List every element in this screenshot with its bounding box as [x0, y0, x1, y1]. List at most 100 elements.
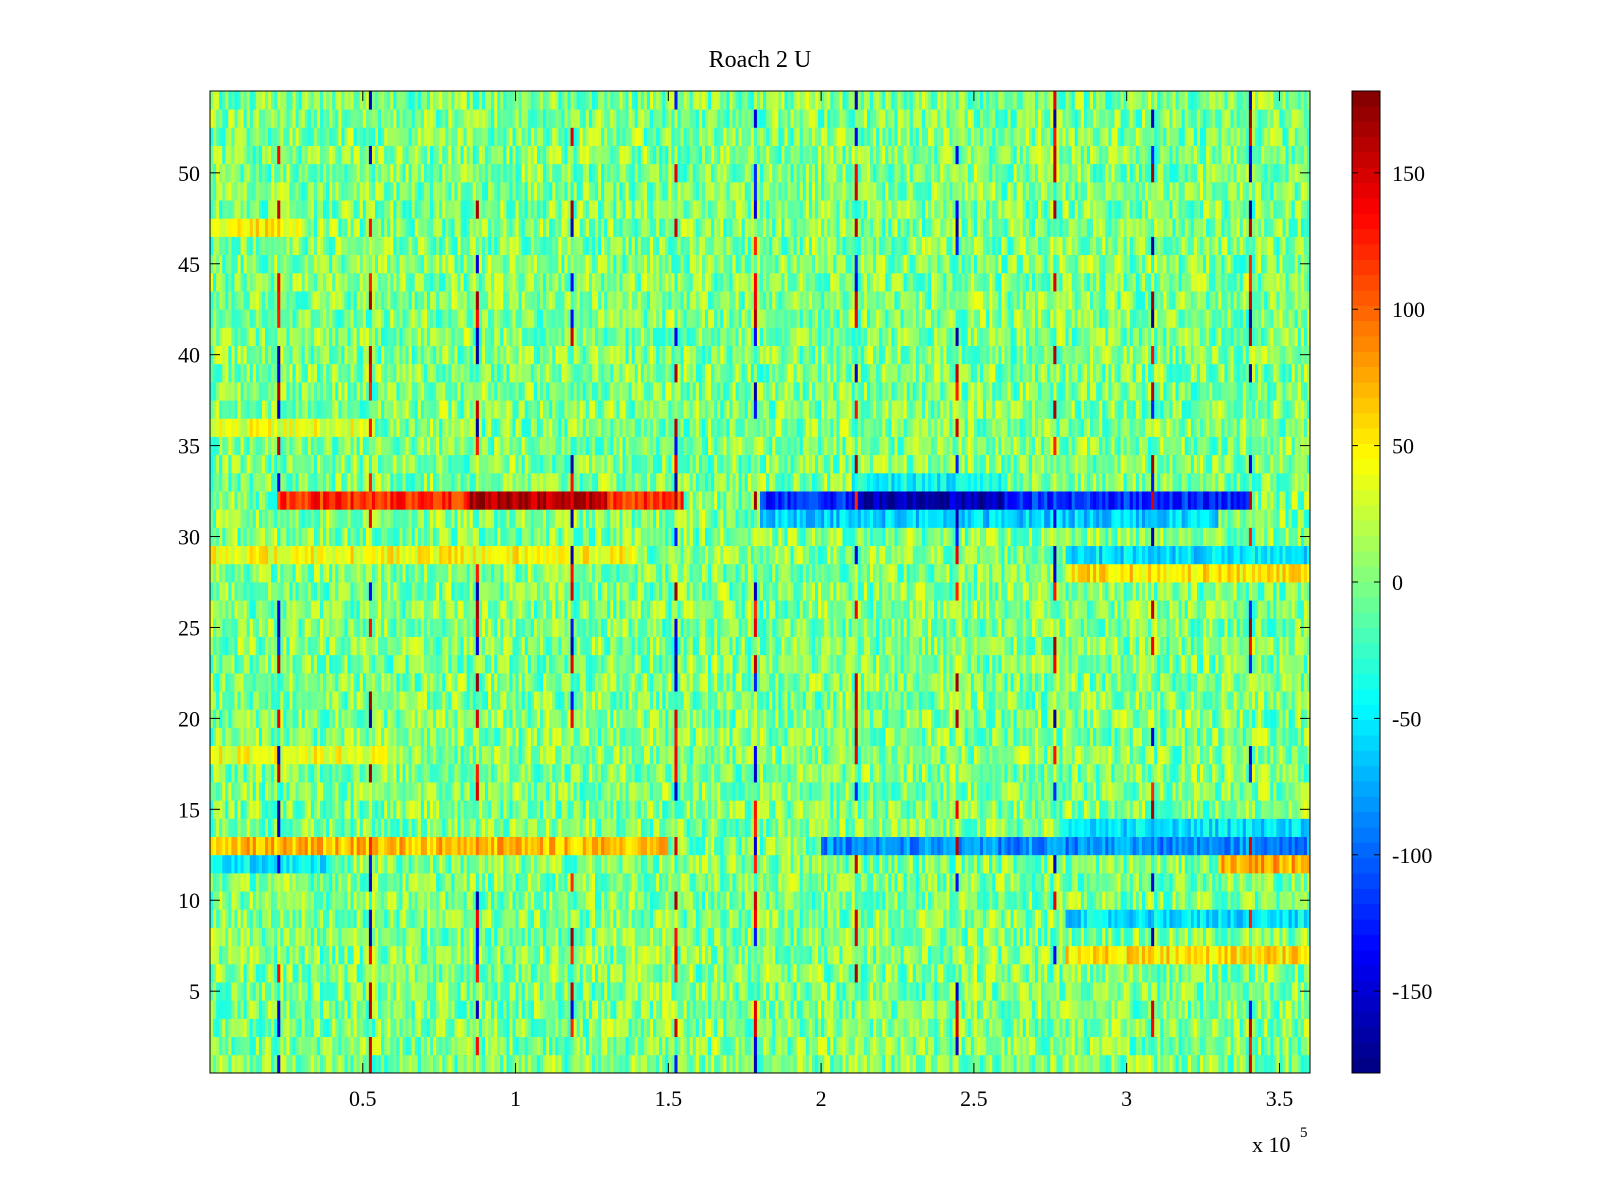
heatmap-cell — [735, 945, 740, 965]
heatmap-cell — [772, 872, 776, 892]
heatmap-cell — [915, 891, 920, 910]
heatmap-cell — [481, 854, 486, 874]
heatmap-cell — [750, 982, 755, 1001]
heatmap-cell — [698, 854, 703, 874]
heatmap-cell — [1080, 945, 1085, 965]
heatmap-cell — [778, 1036, 782, 1056]
heatmap-cell — [1261, 836, 1265, 856]
heatmap-cell — [796, 891, 801, 910]
heatmap-cell — [659, 891, 663, 910]
heatmap-cell — [378, 945, 382, 965]
heatmap-cell — [601, 1054, 605, 1074]
heatmap-cell — [439, 927, 443, 947]
heatmap-cell — [326, 982, 330, 1001]
heatmap-cell — [1273, 836, 1277, 856]
heatmap-cell — [1172, 909, 1176, 928]
heatmap-cell — [1169, 963, 1173, 983]
heatmap-cell — [1200, 872, 1204, 892]
heatmap-cell — [619, 1036, 623, 1056]
heatmap-cell — [423, 854, 428, 874]
heatmap-cell — [1270, 927, 1274, 947]
heatmap-cell — [912, 836, 917, 856]
heatmap-cell — [680, 818, 685, 837]
heatmap-cell — [1010, 909, 1015, 928]
heatmap-cell — [469, 963, 474, 983]
heatmap-cell — [228, 1036, 232, 1056]
heatmap-cell — [350, 891, 355, 910]
heatmap-cell — [567, 927, 571, 947]
heatmap-cell — [347, 963, 351, 983]
heatmap-cell — [255, 836, 260, 856]
heatmap-cell — [362, 1018, 367, 1038]
heatmap-cell — [1276, 982, 1280, 1001]
heatmap-cell — [1154, 963, 1158, 983]
heatmap-cell — [1074, 854, 1079, 874]
heatmap-cell — [1001, 818, 1005, 837]
heatmap-cell — [371, 818, 376, 837]
heatmap-cell — [353, 891, 358, 910]
heatmap-cell — [1306, 909, 1311, 928]
heatmap-cell — [463, 963, 468, 983]
heatmap-cell — [995, 1036, 999, 1056]
heatmap-cell — [891, 963, 895, 983]
heatmap-cell — [662, 1000, 666, 1019]
heatmap-cell — [1148, 836, 1152, 856]
heatmap-cell — [469, 945, 474, 965]
heatmap-cell — [992, 1036, 996, 1056]
heatmap-cell — [1160, 945, 1164, 965]
heatmap-cell — [371, 891, 376, 910]
heatmap-cell — [567, 1036, 571, 1056]
heatmap-cell — [1193, 836, 1198, 856]
heatmap-cell — [1285, 1000, 1290, 1019]
heatmap-cell — [607, 1036, 611, 1056]
heatmap-cell — [509, 945, 513, 965]
heatmap-cell — [918, 1054, 923, 1074]
heatmap-cell — [665, 854, 669, 874]
heatmap-cell — [598, 982, 602, 1001]
heatmap-cell — [741, 945, 746, 965]
heatmap-cell — [790, 982, 795, 1001]
heatmap-cell — [359, 1018, 364, 1038]
heatmap-cell — [601, 872, 605, 892]
heatmap-cell — [402, 927, 406, 947]
heatmap-cell — [766, 1018, 770, 1038]
heatmap-cell — [1074, 982, 1079, 1001]
heatmap-cell — [1221, 891, 1225, 910]
heatmap-cell — [650, 909, 654, 928]
heatmap-cell — [454, 854, 458, 874]
heatmap-cell — [268, 909, 272, 928]
heatmap-cell — [653, 854, 657, 874]
heatmap-cell — [280, 963, 284, 983]
heatmap-cell — [821, 1054, 825, 1074]
heatmap-cell — [753, 872, 758, 892]
heatmap-cell — [344, 836, 348, 856]
heatmap-cell — [1279, 927, 1283, 947]
heatmap-cell — [1230, 963, 1235, 983]
heatmap-cell — [925, 1054, 929, 1074]
heatmap-cell — [454, 982, 458, 1001]
heatmap-cell — [732, 1000, 736, 1019]
heatmap-cell — [555, 836, 559, 856]
heatmap-cell — [1135, 854, 1140, 874]
heatmap-cell — [472, 872, 477, 892]
heatmap-cell — [335, 945, 339, 965]
heatmap-cell — [451, 982, 455, 1001]
heatmap-cell — [796, 1054, 801, 1074]
heatmap-cell — [918, 945, 923, 965]
heatmap-cell — [234, 891, 238, 910]
heatmap-cell — [1114, 872, 1118, 892]
heatmap-cell — [625, 836, 630, 856]
heatmap-cell — [1175, 836, 1180, 856]
heatmap-cell — [552, 963, 556, 983]
heatmap-cell — [261, 854, 266, 874]
heatmap-cell — [478, 1000, 483, 1019]
heatmap-cell — [564, 909, 568, 928]
heatmap-cell — [219, 927, 223, 947]
heatmap-cell — [1047, 963, 1051, 983]
heatmap-cell — [420, 854, 425, 874]
heatmap-cell — [918, 1036, 923, 1056]
heatmap-cell — [732, 982, 736, 1001]
heatmap-cell — [564, 872, 568, 892]
heatmap-cell — [1273, 1000, 1277, 1019]
heatmap-cell — [711, 909, 715, 928]
